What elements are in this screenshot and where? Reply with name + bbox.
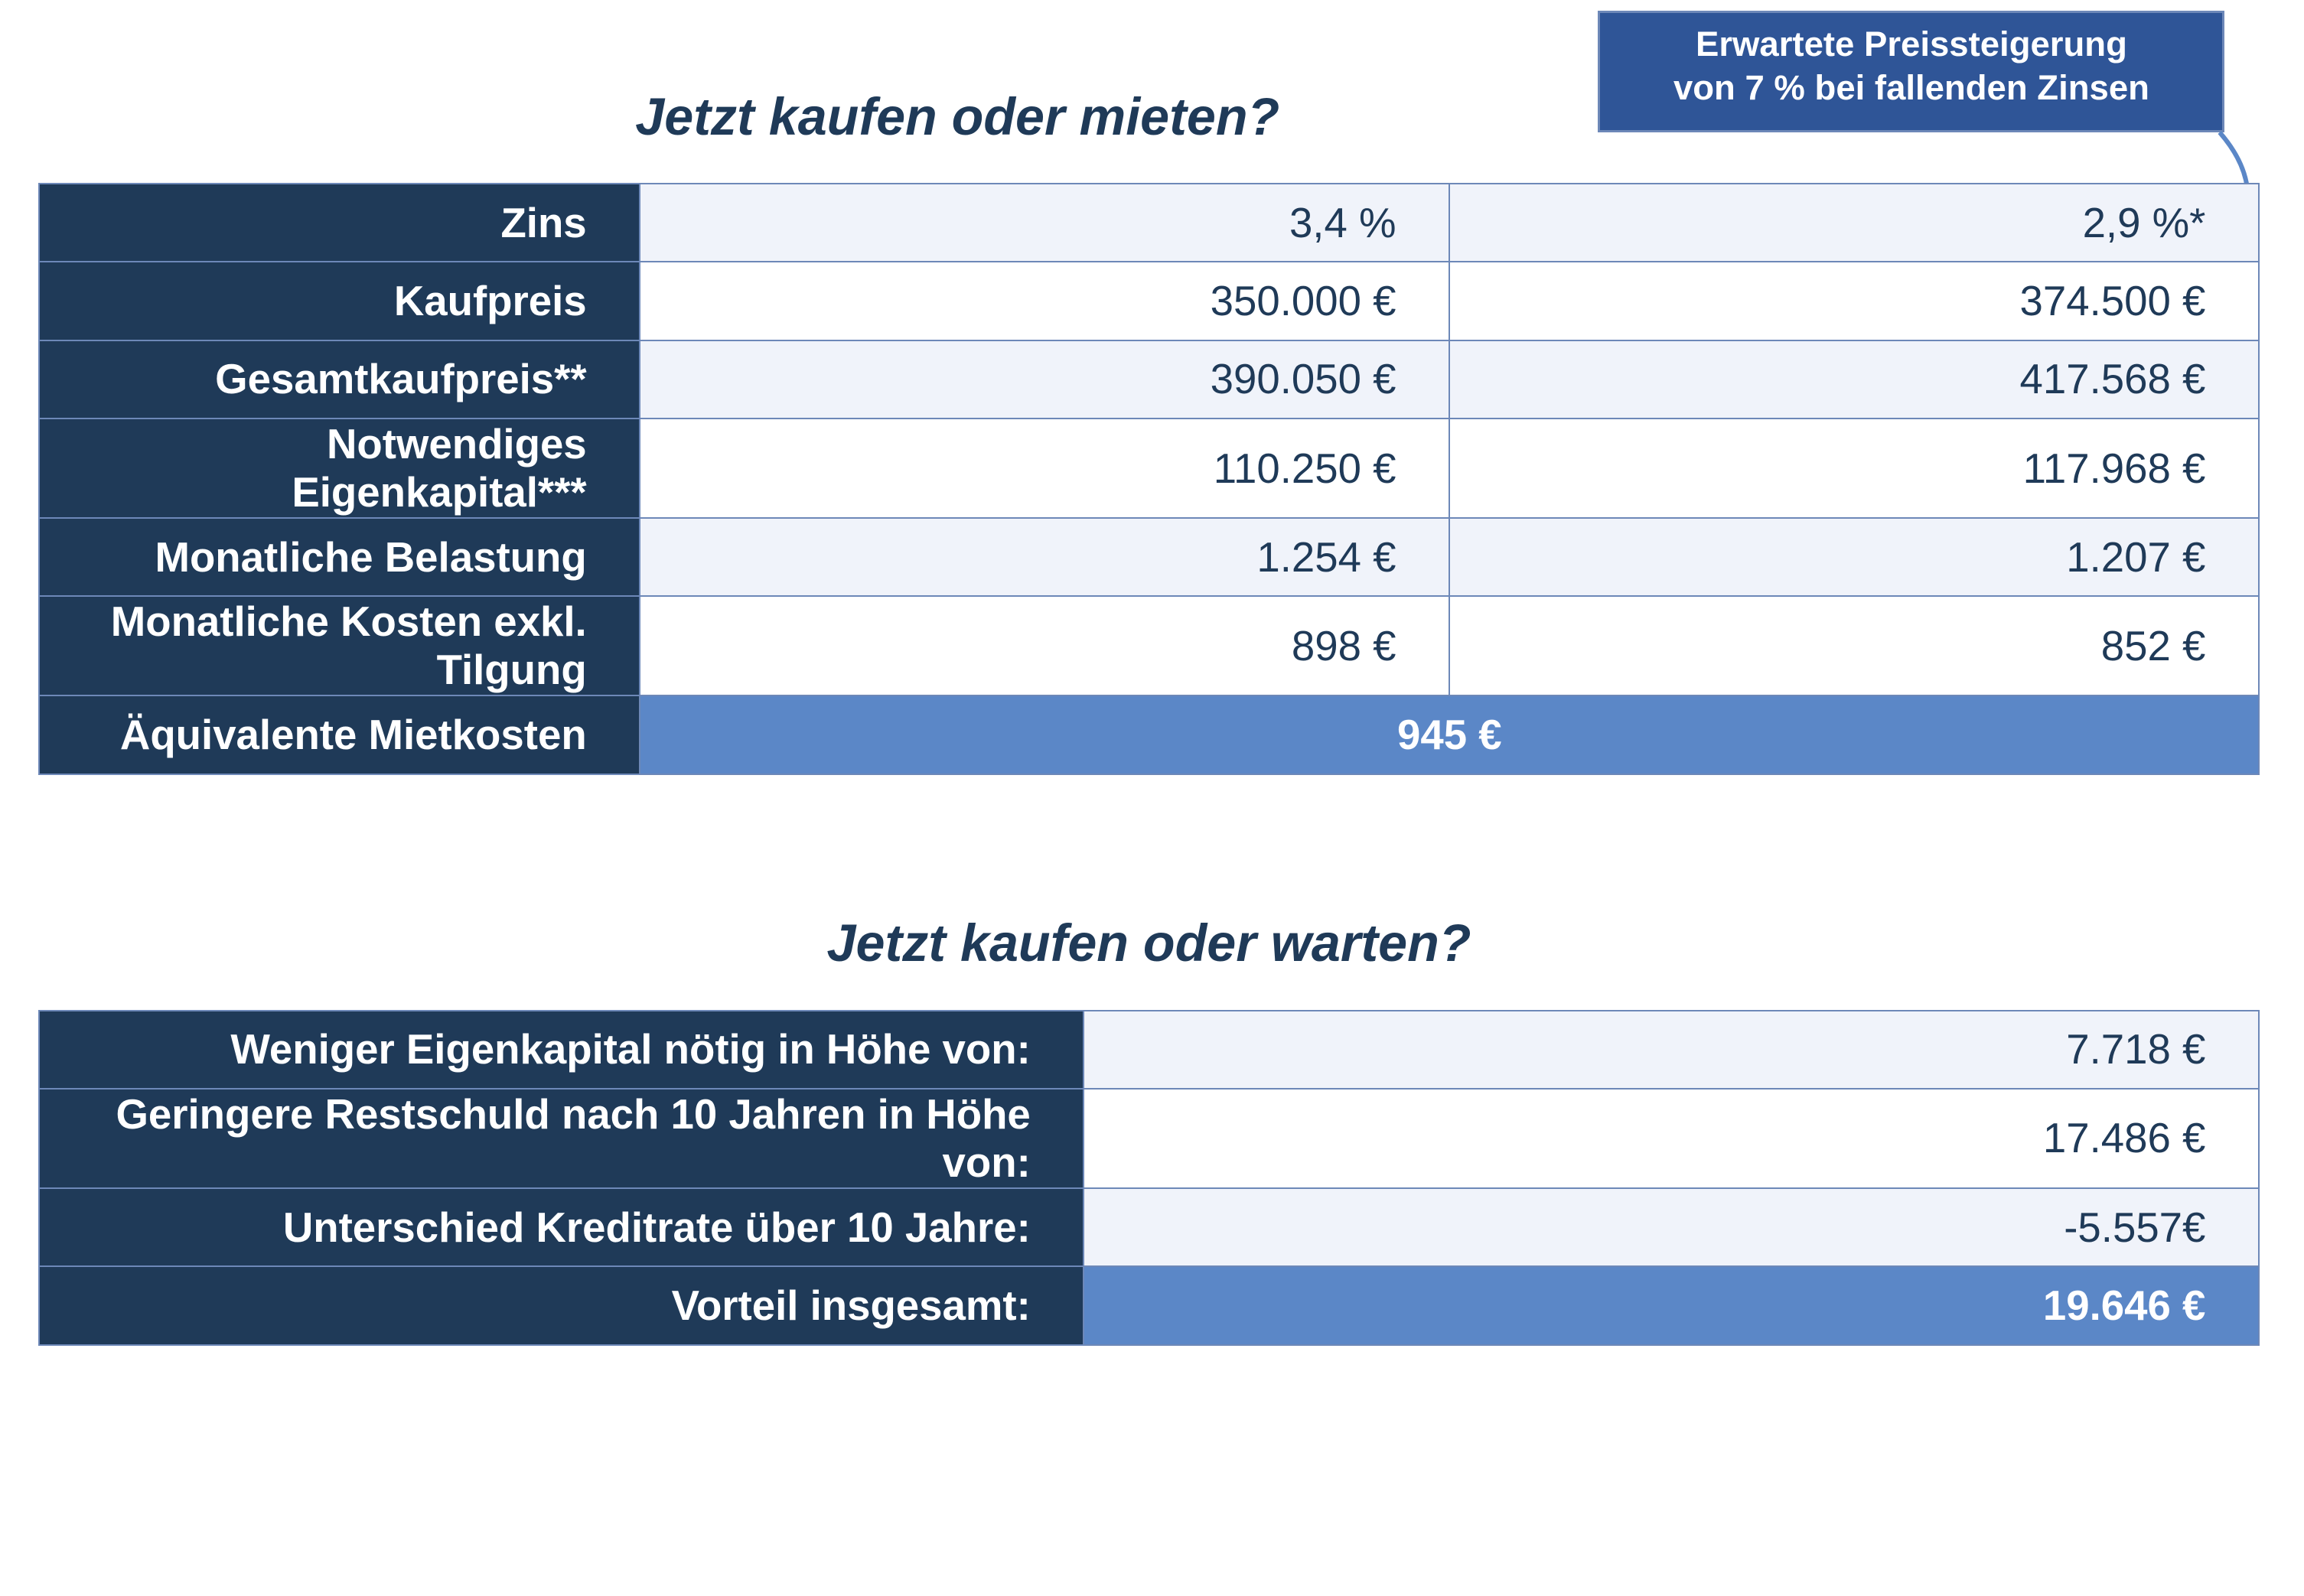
row-value-2: 417.568 € [1449, 340, 2259, 419]
row-label: Äquivalente Mietkosten [39, 695, 640, 774]
row-value-2: 117.968 € [1449, 419, 2259, 518]
row-value-2: 852 € [1449, 596, 2259, 695]
row-value: -5.557€ [1084, 1188, 2259, 1266]
row-value-highlight: 19.646 € [1084, 1266, 2259, 1344]
row-value-2: 1.207 € [1449, 518, 2259, 596]
row-label: Weniger Eigenkapital nötig in Höhe von: [39, 1011, 1084, 1089]
row-value-1: 350.000 € [640, 262, 1449, 340]
table-row: Unterschied Kreditrate über 10 Jahre:-5.… [39, 1188, 2259, 1266]
row-value-2: 2,9 %* [1449, 184, 2259, 262]
row-value: 17.486 € [1084, 1089, 2259, 1188]
row-label: Gesamtkaufpreis** [39, 340, 640, 419]
table1: Zins3,4 %2,9 %*Kaufpreis350.000 €374.500… [38, 183, 2260, 775]
table1-title: Jetzt kaufen oder mieten? [348, 87, 1567, 147]
table-row: Weniger Eigenkapital nötig in Höhe von:7… [39, 1011, 2259, 1089]
row-value-1: 390.050 € [640, 340, 1449, 419]
row-label: Vorteil insgesamt: [39, 1266, 1084, 1344]
table2: Weniger Eigenkapital nötig in Höhe von:7… [38, 1010, 2260, 1346]
row-value-1: 110.250 € [640, 419, 1449, 518]
table-row: Geringere Restschuld nach 10 Jahren in H… [39, 1089, 2259, 1188]
row-label: Zins [39, 184, 640, 262]
table-row: Kaufpreis350.000 €374.500 € [39, 262, 2259, 340]
table-row-highlight: Vorteil insgesamt:19.646 € [39, 1266, 2259, 1344]
row-value: 7.718 € [1084, 1011, 2259, 1089]
row-value-1: 898 € [640, 596, 1449, 695]
table-row: Monatliche Belastung1.254 €1.207 € [39, 518, 2259, 596]
table-row: Notwendiges Eigenkapital***110.250 €117.… [39, 419, 2259, 518]
row-label: Notwendiges Eigenkapital*** [39, 419, 640, 518]
row-label: Unterschied Kreditrate über 10 Jahre: [39, 1188, 1084, 1266]
table2-title: Jetzt kaufen oder warten? [539, 914, 1758, 973]
row-label: Monatliche Belastung [39, 518, 640, 596]
table-row-merged: Äquivalente Mietkosten945 € [39, 695, 2259, 774]
row-value-1: 1.254 € [640, 518, 1449, 596]
row-label: Kaufpreis [39, 262, 640, 340]
table-row: Monatliche Kosten exkl. Tilgung898 €852 … [39, 596, 2259, 695]
row-label: Monatliche Kosten exkl. Tilgung [39, 596, 640, 695]
canvas: Erwartete Preissteigerung von 7 % bei fa… [0, 0, 2303, 1596]
row-value-1: 3,4 % [640, 184, 1449, 262]
price-callout: Erwartete Preissteigerung von 7 % bei fa… [1598, 11, 2224, 132]
table-row: Gesamtkaufpreis**390.050 €417.568 € [39, 340, 2259, 419]
row-value-2: 374.500 € [1449, 262, 2259, 340]
row-value-merged: 945 € [640, 695, 2259, 774]
table-row: Zins3,4 %2,9 %* [39, 184, 2259, 262]
callout-line1: Erwartete Preissteigerung [1696, 24, 2127, 64]
callout-line2: von 7 % bei fallenden Zinsen [1673, 68, 2149, 107]
row-label: Geringere Restschuld nach 10 Jahren in H… [39, 1089, 1084, 1188]
